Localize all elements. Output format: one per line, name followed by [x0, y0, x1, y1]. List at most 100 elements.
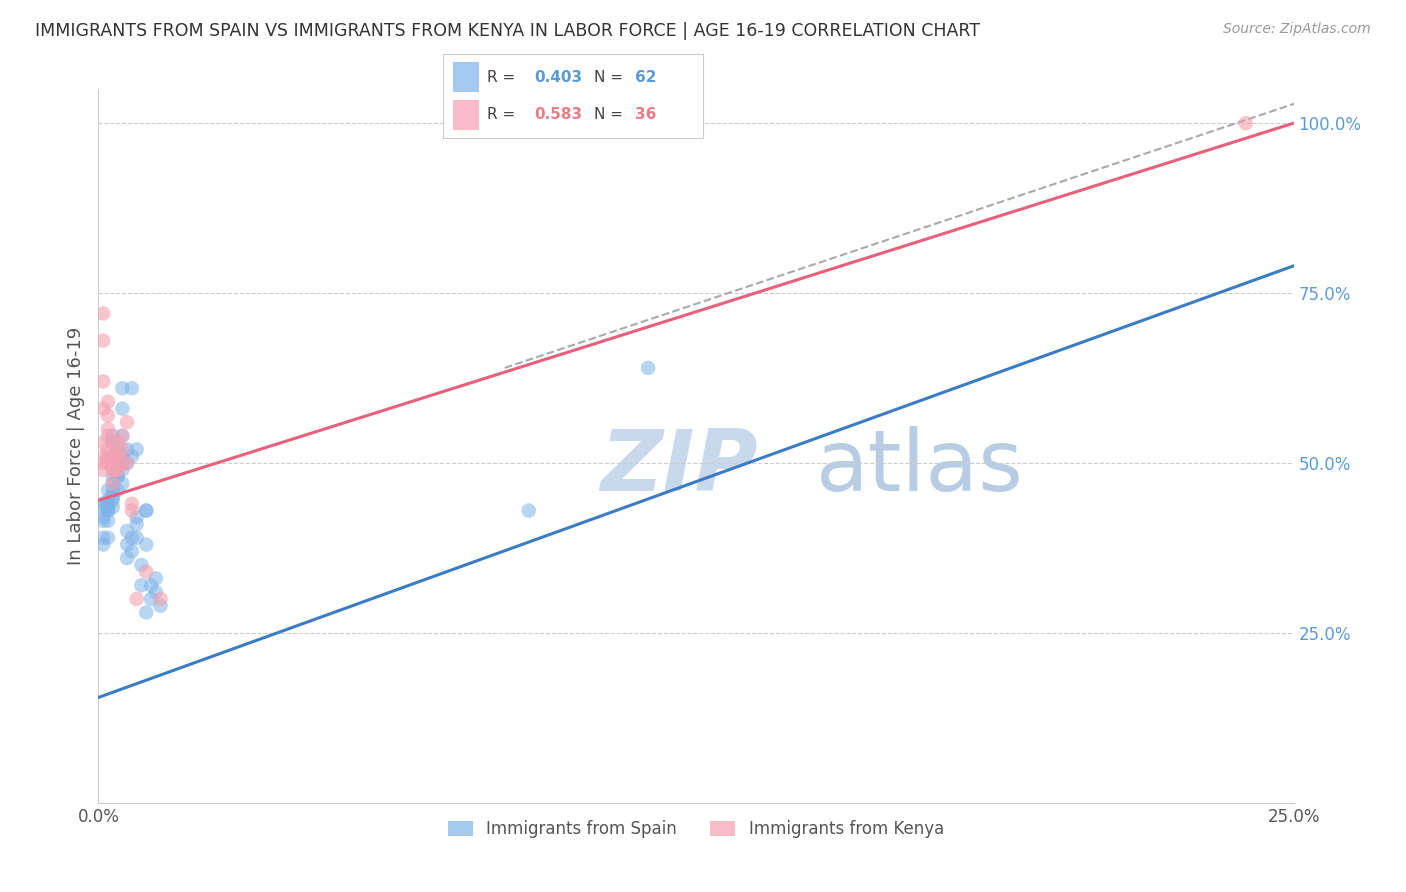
Point: [97, 503, 120, 517]
Point: [145, 585, 167, 599]
Point: [139, 591, 162, 606]
Point: [97, 483, 120, 498]
Point: [131, 578, 153, 592]
Point: [111, 429, 134, 443]
Point: [101, 483, 124, 498]
Point: [101, 435, 124, 450]
Point: [111, 429, 134, 443]
Point: [111, 476, 134, 491]
Point: [115, 415, 138, 429]
Point: [125, 517, 148, 532]
Text: 62: 62: [636, 70, 657, 85]
Point: [1234, 116, 1257, 130]
Point: [107, 452, 129, 467]
Bar: [453, 62, 479, 92]
Point: [101, 490, 124, 504]
Point: [637, 360, 659, 375]
Point: [97, 503, 120, 517]
Point: [135, 565, 157, 579]
Bar: [453, 100, 479, 130]
Point: [115, 551, 138, 566]
Text: IMMIGRANTS FROM SPAIN VS IMMIGRANTS FROM KENYA IN LABOR FORCE | AGE 16-19 CORREL: IMMIGRANTS FROM SPAIN VS IMMIGRANTS FROM…: [35, 22, 980, 40]
Point: [91, 334, 114, 348]
Point: [111, 449, 134, 463]
Point: [97, 449, 120, 463]
Point: [125, 591, 148, 606]
Point: [97, 422, 120, 436]
Point: [91, 449, 114, 463]
Text: ZIP: ZIP: [600, 425, 758, 509]
Point: [149, 599, 172, 613]
Text: 0.583: 0.583: [534, 107, 582, 122]
Point: [101, 469, 124, 483]
Point: [149, 591, 172, 606]
Point: [107, 463, 129, 477]
Point: [91, 514, 114, 528]
Point: [91, 401, 114, 416]
Point: [97, 514, 120, 528]
Point: [97, 497, 120, 511]
Point: [101, 463, 124, 477]
Point: [97, 409, 120, 423]
Point: [107, 449, 129, 463]
Point: [121, 497, 143, 511]
Point: [107, 483, 129, 498]
Point: [91, 306, 114, 320]
Point: [107, 459, 129, 474]
Point: [101, 435, 124, 450]
Text: 0.403: 0.403: [534, 70, 582, 85]
Point: [121, 544, 143, 558]
Point: [101, 449, 124, 463]
Point: [115, 456, 138, 470]
Point: [107, 435, 129, 450]
Point: [107, 469, 129, 483]
Point: [91, 510, 114, 524]
Point: [107, 449, 129, 463]
Point: [139, 578, 162, 592]
Point: [97, 500, 120, 515]
Point: [101, 476, 124, 491]
Point: [91, 531, 114, 545]
Point: [97, 531, 120, 545]
Text: Source: ZipAtlas.com: Source: ZipAtlas.com: [1223, 22, 1371, 37]
Point: [91, 537, 114, 551]
Text: R =: R =: [486, 70, 520, 85]
Point: [91, 500, 114, 515]
Point: [135, 503, 157, 517]
Point: [97, 456, 120, 470]
Point: [115, 442, 138, 457]
Point: [131, 558, 153, 572]
Point: [91, 463, 114, 477]
Point: [107, 442, 129, 457]
Text: R =: R =: [486, 107, 520, 122]
Point: [125, 442, 148, 457]
Point: [135, 537, 157, 551]
Text: atlas: atlas: [815, 425, 1024, 509]
Point: [91, 497, 114, 511]
Point: [107, 463, 129, 477]
Point: [111, 456, 134, 470]
Point: [115, 456, 138, 470]
Point: [111, 456, 134, 470]
Point: [517, 503, 540, 517]
Point: [115, 524, 138, 538]
Y-axis label: In Labor Force | Age 16-19: In Labor Force | Age 16-19: [66, 326, 84, 566]
Point: [125, 510, 148, 524]
Point: [101, 463, 124, 477]
Point: [121, 449, 143, 463]
Point: [111, 463, 134, 477]
Point: [111, 381, 134, 395]
Point: [115, 537, 138, 551]
Point: [101, 476, 124, 491]
Point: [101, 486, 124, 500]
Text: N =: N =: [593, 107, 627, 122]
Point: [121, 381, 143, 395]
Point: [101, 429, 124, 443]
Point: [135, 606, 157, 620]
Point: [111, 442, 134, 457]
Legend: Immigrants from Spain, Immigrants from Kenya: Immigrants from Spain, Immigrants from K…: [441, 814, 950, 845]
Text: 36: 36: [636, 107, 657, 122]
Point: [135, 503, 157, 517]
Point: [101, 493, 124, 508]
Text: N =: N =: [593, 70, 627, 85]
